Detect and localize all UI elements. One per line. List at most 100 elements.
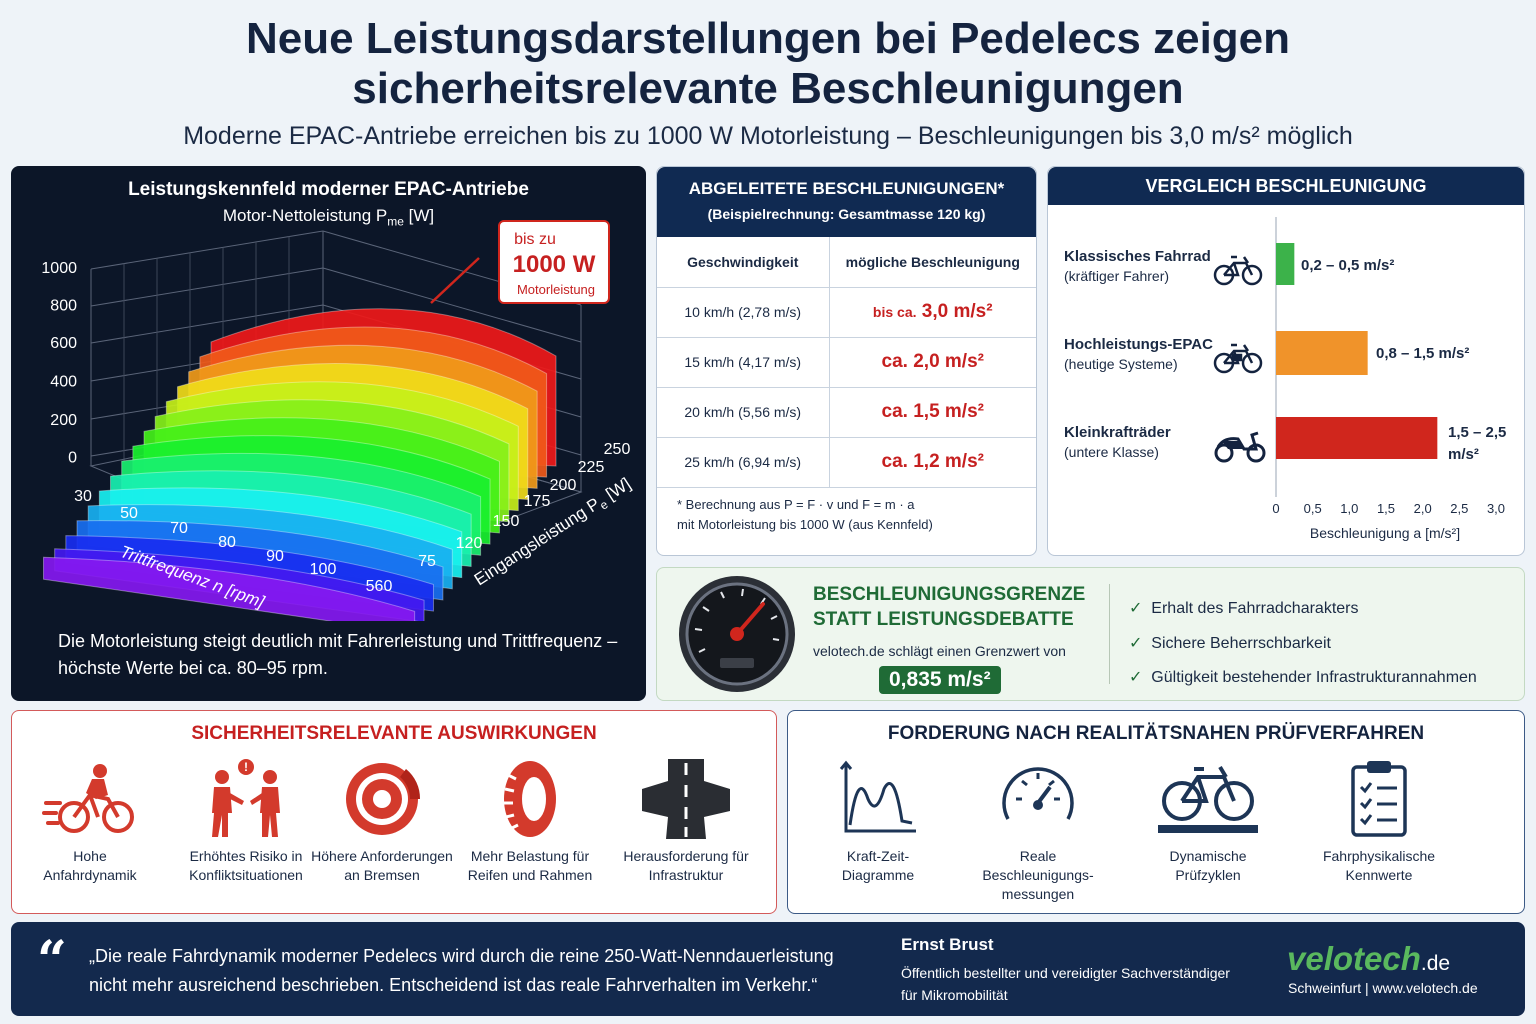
- speed-cell: 15 km/h (4,17 m/s): [657, 337, 830, 388]
- table-row: 15 km/h (4,17 m/s) ca. 2,0 m/s²: [657, 337, 1036, 388]
- grid-line: [90, 267, 324, 307]
- forderung-item: Reale Beschleunigungs-messungen: [968, 759, 1108, 904]
- category-label: Kleinkrafträder: [1064, 424, 1171, 441]
- speedometer-icon: [679, 576, 795, 692]
- x-tick-label: 2,5: [1450, 501, 1468, 516]
- safety-item: Herausforderung für Infrastruktur: [606, 759, 766, 885]
- y-tick-label: 225: [578, 459, 605, 476]
- z-tick-label: 800: [50, 298, 77, 315]
- x-tick-label: 2,0: [1414, 501, 1432, 516]
- title-line-1: Neue Leistungsdarstellungen bei Pedelecs…: [245, 14, 1291, 63]
- bar-value-label: m/s²: [1448, 446, 1479, 463]
- svg-text:!: !: [244, 760, 248, 774]
- category-label: Hochleistungs-EPAC: [1064, 336, 1213, 353]
- acceleration-cell: ca. 2,0 m/s²: [829, 337, 1036, 388]
- quote-author-role: Öffentlich bestellter und vereidigter Sa…: [901, 965, 1230, 1003]
- speed-cell: 20 km/h (5,56 m/s): [657, 387, 830, 438]
- kennfeld-title: Leistungskennfeld moderner EPAC-Antriebe: [128, 179, 529, 200]
- chart-x-label: Beschleunigung a [m/s²]: [1310, 525, 1460, 541]
- x-tick-label: 1,0: [1340, 501, 1358, 516]
- cyclist-icon: [42, 764, 134, 833]
- category-sublabel: (heutige Systeme): [1064, 356, 1178, 372]
- page-title: Neue Leistungsdarstellungen bei Pedelecs…: [0, 14, 1536, 114]
- z-tick-label: 0: [68, 450, 77, 467]
- chart-bars: [1276, 243, 1438, 459]
- table-header: ABGELEITETE BESCHLEUNIGUNGEN* (Beispielr…: [657, 167, 1036, 237]
- table-row: 10 km/h (2,78 m/s) bis ca. 3,0 m/s²: [657, 287, 1036, 338]
- comparison-bar: [1276, 417, 1438, 459]
- callout-value: 1000 W: [513, 251, 596, 278]
- callout-line1: bis zu: [514, 231, 556, 248]
- forderung-item: Dynamische Prüfzyklen: [1144, 759, 1272, 885]
- quote-author: Ernst Brust: [901, 935, 994, 954]
- table-head-row: Geschwindigkeit mögliche Beschleunigung: [657, 237, 1036, 288]
- forderung-title: FORDERUNG NACH REALITÄTSNAHEN PRÜFVERFAH…: [887, 723, 1425, 744]
- acceleration-cell: bis ca. 3,0 m/s²: [829, 287, 1036, 338]
- safety-item: Mehr Belastung für Reifen und Rahmen: [456, 759, 604, 885]
- bar-value-label: 1,5 – 2,5: [1448, 424, 1506, 441]
- grenzwert-value: 0,835 m/s²: [879, 666, 1001, 694]
- check-item: ✓ Sichere Beherrschbarkeit: [1129, 634, 1331, 652]
- z-tick-label: 200: [50, 412, 77, 429]
- grenzwert-title: BESCHLEUNIGUNGSGRENZE STATT LEISTUNGSDEB…: [813, 584, 1086, 630]
- y-tick-label: 75: [418, 553, 436, 570]
- z-tick-label: 1000: [41, 260, 77, 277]
- vergleich-bar-chart: Klassisches Fahrrad (kräftiger Fahrer) H…: [1064, 217, 1506, 541]
- chart-line-icon: [839, 760, 916, 833]
- quote-bar: “ „Die reale Fahrdynamik moderner Pedele…: [11, 922, 1525, 1016]
- ebike-icon: [1213, 343, 1263, 374]
- beschleunigung-table-panel: ABGELEITETE BESCHLEUNIGUNGEN* (Beispielr…: [656, 166, 1037, 556]
- chart-x-ticks: 0 0,5 1,0 1,5 2,0 2,5 3,0: [1272, 501, 1505, 516]
- comparison-bar: [1276, 243, 1295, 285]
- title-line-2: sicherheitsrelevante Beschleunigungen: [352, 64, 1184, 113]
- col-header-acceleration: mögliche Beschleunigung: [829, 237, 1036, 288]
- x-tick-label: 0,5: [1304, 501, 1322, 516]
- test-bench-bicycle-icon: [1158, 765, 1258, 833]
- x-tick-label: 3,0: [1487, 501, 1505, 516]
- check-icon: ✓: [1129, 634, 1143, 652]
- road-icon: [642, 759, 730, 839]
- kennfeld-caption: Die Motorleistung steigt deutlich mit Fa…: [58, 631, 618, 678]
- safety-title: SICHERHEITSRELEVANTE AUSWIRKUNGEN: [191, 723, 597, 744]
- y-tick-label: 120: [456, 535, 483, 552]
- grid-line: [90, 230, 324, 270]
- vergleich-panel: VERGLEICH BESCHLEUNIGUNG Klassisches Fah…: [1047, 166, 1525, 556]
- acceleration-table: Geschwindigkeit mögliche Beschleunigung …: [657, 237, 1036, 488]
- grenzwert-checklist: ✓ Erhalt des Fahrradcharakters ✓ Sichere…: [1129, 592, 1477, 696]
- table-row: 20 km/h (5,56 m/s) ca. 1,5 m/s²: [657, 387, 1036, 438]
- table-row: 25 km/h (6,94 m/s) ca. 1,2 m/s²: [657, 437, 1036, 488]
- brake-disc-icon: [346, 763, 421, 835]
- checklist-icon: [1351, 761, 1407, 837]
- callout-pointer: [430, 257, 480, 304]
- conflict-icon: !: [212, 759, 280, 837]
- category-sublabel: (untere Klasse): [1064, 444, 1159, 460]
- y-tick-label: 560: [366, 578, 393, 595]
- divider: [1109, 584, 1110, 684]
- grenzwert-panel: BESCHLEUNIGUNGSGRENZE STATT LEISTUNGSDEB…: [656, 567, 1525, 701]
- kennfeld-slabs: [43, 308, 557, 621]
- vergleich-title: VERGLEICH BESCHLEUNIGUNG: [1048, 167, 1524, 205]
- x-tick-label: 50: [120, 505, 138, 522]
- callout-line2: Motorleistung: [517, 282, 595, 297]
- z-tick-label: 400: [50, 374, 77, 391]
- logo-subline: Schweinfurt | www.velotech.de: [1288, 980, 1478, 996]
- bar-value-label: 0,8 – 1,5 m/s²: [1376, 345, 1469, 362]
- forderung-panel: FORDERUNG NACH REALITÄTSNAHEN PRÜFVERFAH…: [787, 710, 1525, 914]
- speed-cell: 25 km/h (6,94 m/s): [657, 437, 830, 488]
- safety-item: Hohe Anfahrdynamik: [28, 759, 152, 885]
- safety-panel: SICHERHEITSRELEVANTE AUSWIRKUNGEN Hohe An…: [11, 710, 777, 914]
- check-icon: ✓: [1129, 600, 1143, 617]
- page-subtitle: Moderne EPAC-Antriebe erreichen bis zu 1…: [183, 122, 1353, 150]
- kennfeld-ticks: 1000 800 600 400 200 0 30 50 70 80 90 100 560 75 120 15…: [41, 260, 630, 595]
- bar-value-label: 0,2 – 0,5 m/s²: [1301, 257, 1394, 274]
- x-tick-label: 70: [170, 520, 188, 537]
- category-label: Klassisches Fahrrad: [1064, 248, 1211, 265]
- y-tick-label: 250: [604, 441, 631, 458]
- kennfeld-3d-surface: 1000 800 600 400 200 0 30 50 70 80 90 100 560 75 120 15…: [41, 220, 634, 621]
- category-sublabel: (kräftiger Fahrer): [1064, 268, 1169, 284]
- safety-item: ! Erhöhtes Risiko in Konfliktsituationen: [189, 759, 303, 883]
- safety-item: Höhere Anforderungen an Bremsen: [302, 759, 462, 885]
- check-item: ✓ Gültigkeit bestehender Infrastrukturan…: [1129, 669, 1477, 686]
- x-tick-label: 80: [218, 534, 236, 551]
- forderung-item: Kraft-Zeit- Diagramme: [810, 759, 946, 885]
